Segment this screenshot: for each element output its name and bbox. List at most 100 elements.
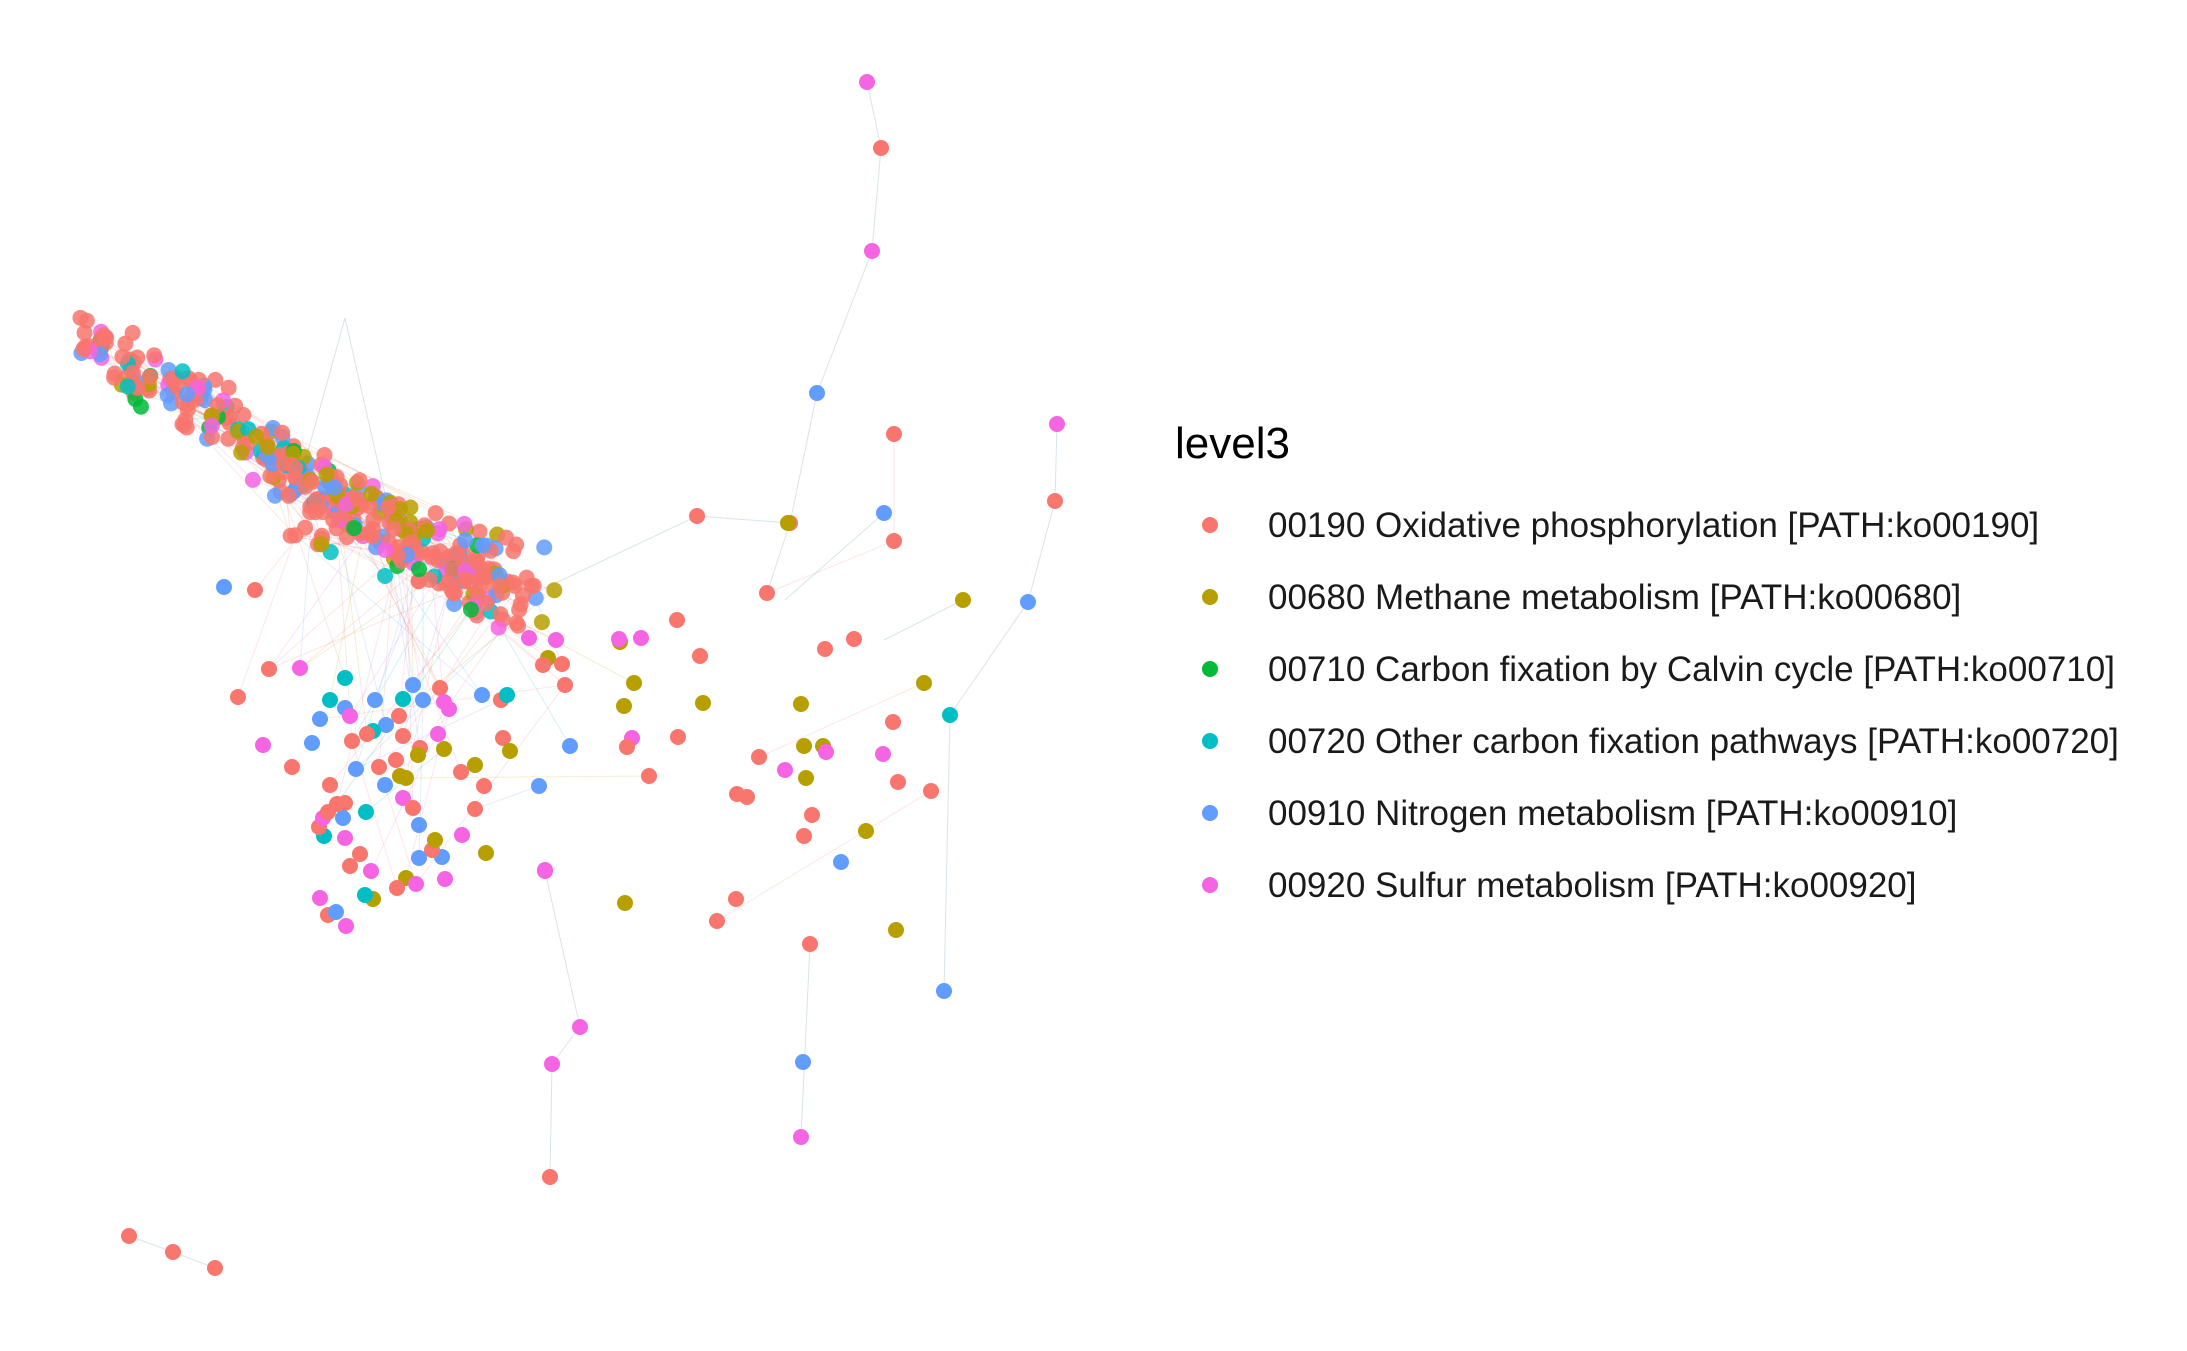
node-00190 xyxy=(923,783,939,799)
node-00190 xyxy=(75,340,92,357)
node-00190 xyxy=(303,473,320,490)
node-00190 xyxy=(320,804,336,820)
node-00680 xyxy=(858,823,874,839)
node-00190 xyxy=(432,680,448,696)
node-00680 xyxy=(392,768,408,784)
node-00910 xyxy=(328,904,344,920)
node-00190 xyxy=(505,543,522,560)
edge xyxy=(418,699,424,859)
node-00190 xyxy=(380,499,397,516)
node-00920 xyxy=(864,243,880,259)
node-00190 xyxy=(274,424,291,441)
edge xyxy=(474,785,540,810)
node-00190 xyxy=(535,657,551,673)
node-00720 xyxy=(358,804,374,820)
legend-item-00910: 00910 Nitrogen metabolism [PATH:ko00910] xyxy=(1202,794,1957,833)
node-00190 xyxy=(344,733,360,749)
node-00910 xyxy=(1020,594,1036,610)
node-00920 xyxy=(430,726,446,742)
node-00190 xyxy=(759,585,775,601)
network-edges xyxy=(80,81,1058,1269)
node-00190 xyxy=(284,759,300,775)
node-00190 xyxy=(275,455,292,472)
node-00910 xyxy=(178,386,195,403)
node-00190 xyxy=(395,728,411,744)
node-00190 xyxy=(478,594,495,611)
node-00190 xyxy=(885,714,901,730)
edge xyxy=(784,512,885,601)
node-00190 xyxy=(121,1228,137,1244)
node-00190 xyxy=(220,379,237,396)
node-00190 xyxy=(93,330,110,347)
node-00190 xyxy=(495,730,511,746)
node-00680 xyxy=(546,582,563,599)
node-00190 xyxy=(492,577,509,594)
edge xyxy=(766,540,895,594)
node-00910 xyxy=(266,487,283,504)
edge xyxy=(758,682,925,758)
node-00190 xyxy=(351,472,368,489)
node-00190 xyxy=(287,469,304,486)
node-00910 xyxy=(377,777,393,793)
edge xyxy=(402,577,528,737)
node-00910 xyxy=(876,505,892,521)
node-00190 xyxy=(554,656,570,672)
node-00190 xyxy=(76,324,93,341)
node-00920 xyxy=(548,632,564,648)
node-00910 xyxy=(936,983,952,999)
node-00190 xyxy=(492,606,509,623)
node-00190 xyxy=(751,749,767,765)
node-00910 xyxy=(833,854,849,870)
node-00190 xyxy=(468,553,485,570)
node-00680 xyxy=(436,741,452,757)
node-00190 xyxy=(371,759,387,775)
node-00680 xyxy=(617,895,633,911)
edge xyxy=(789,392,818,524)
node-00190 xyxy=(873,140,889,156)
node-00680 xyxy=(780,515,796,531)
node-00680 xyxy=(478,845,494,861)
node-00190 xyxy=(207,1260,223,1276)
node-00910 xyxy=(405,677,421,693)
edge xyxy=(405,775,650,779)
legend-key-00920 xyxy=(1202,877,1218,893)
node-00680 xyxy=(419,522,436,539)
node-00190 xyxy=(114,348,131,365)
node-00190 xyxy=(389,880,405,896)
edge xyxy=(299,556,432,669)
edge xyxy=(871,147,882,252)
node-00920 xyxy=(437,871,453,887)
node-00190 xyxy=(388,752,404,768)
node-00920 xyxy=(633,630,649,646)
node-00680 xyxy=(363,485,380,502)
node-00920 xyxy=(363,863,379,879)
node-00910 xyxy=(312,711,328,727)
node-00910 xyxy=(415,692,431,708)
node-00680 xyxy=(410,747,426,763)
node-00190 xyxy=(557,677,573,693)
node-00720 xyxy=(357,887,373,903)
legend-key-00680 xyxy=(1202,589,1218,605)
node-00190 xyxy=(302,504,319,521)
node-00190 xyxy=(504,574,521,591)
node-00720 xyxy=(119,378,136,395)
node-00190 xyxy=(230,689,246,705)
node-00910 xyxy=(536,539,553,556)
edge xyxy=(336,555,399,805)
node-00190 xyxy=(886,426,902,442)
node-00190 xyxy=(796,828,812,844)
node-00910 xyxy=(348,761,364,777)
legend-label-00910: 00910 Nitrogen metabolism [PATH:ko00910] xyxy=(1268,794,1957,833)
node-00720 xyxy=(377,568,394,585)
node-00190 xyxy=(514,587,531,604)
node-00920 xyxy=(244,471,261,488)
node-00190 xyxy=(453,764,469,780)
node-00680 xyxy=(248,428,265,445)
edge xyxy=(549,1063,553,1178)
node-00910 xyxy=(335,810,351,826)
node-00710 xyxy=(411,561,428,578)
node-00190 xyxy=(1047,493,1063,509)
node-00680 xyxy=(695,695,711,711)
node-00920 xyxy=(793,1129,809,1145)
node-00720 xyxy=(499,687,515,703)
